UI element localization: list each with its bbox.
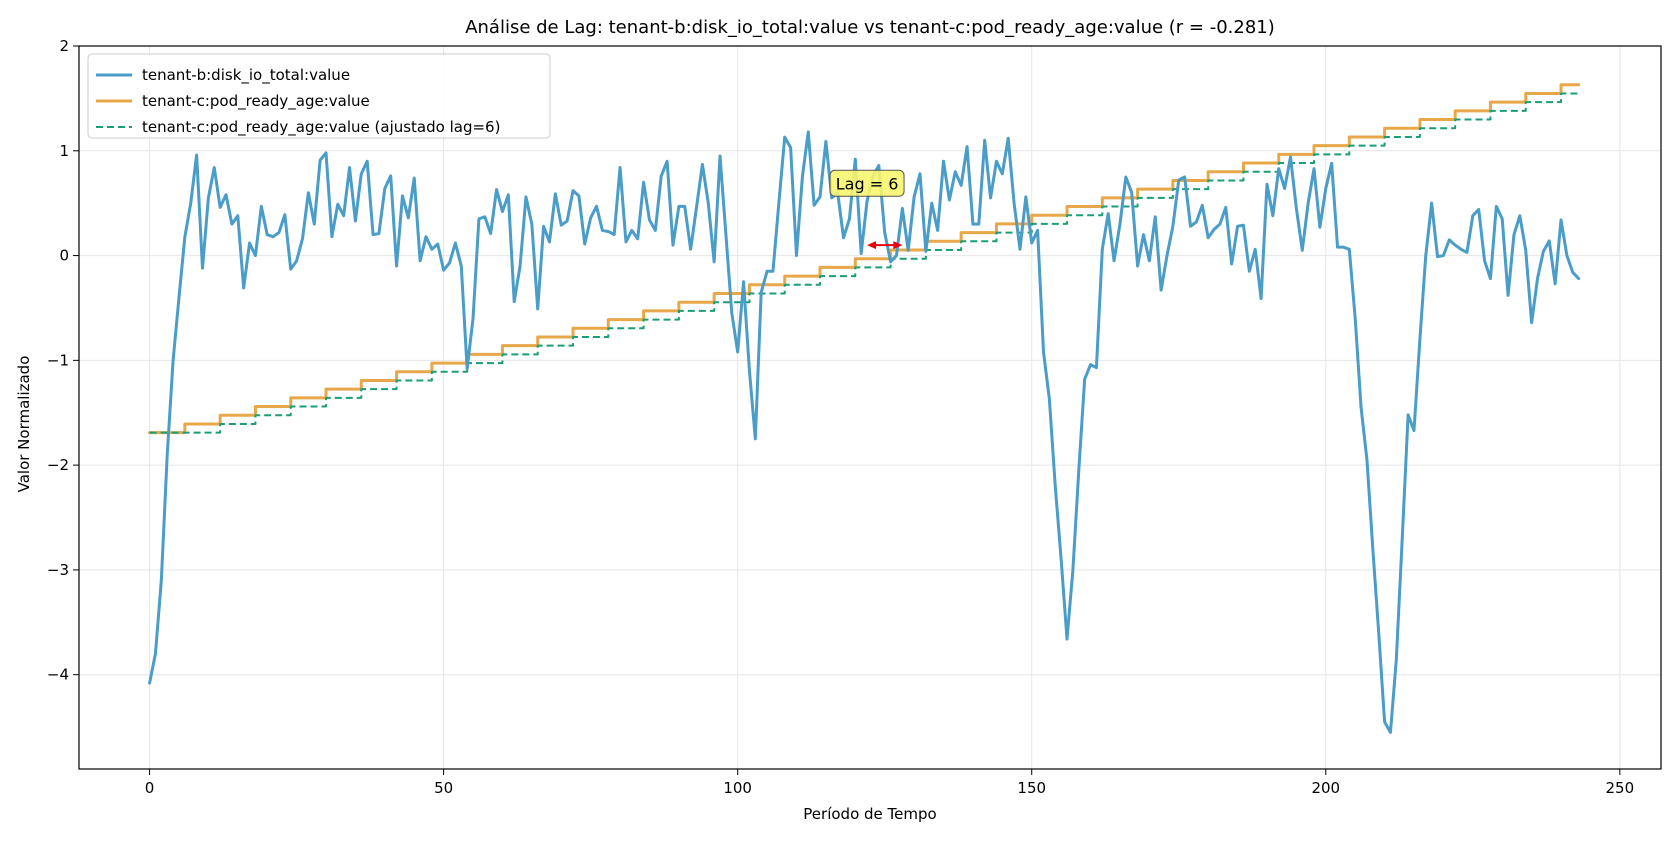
y-tick-label: −3 [47, 561, 69, 579]
x-tick-label: 150 [1017, 779, 1046, 797]
lag-label-box [829, 169, 905, 197]
x-tick-label: 50 [434, 779, 453, 797]
plot-frame [78, 45, 1662, 770]
series-line-3 [149, 92, 1579, 434]
series-line-1 [148, 130, 1581, 734]
y-tick-label: −1 [47, 351, 69, 369]
lag-annotation: Lag = 6 [829, 169, 905, 250]
y-axis-label: Valor Normalizado [15, 356, 33, 493]
y-tick-label: −2 [47, 456, 69, 474]
x-axis-label: Período de Tempo [803, 805, 936, 823]
series-line-2 [148, 83, 1581, 435]
lag-arrow-head-right [893, 241, 903, 250]
x-tick-label: 250 [1606, 779, 1635, 797]
legend-box [87, 53, 551, 139]
series-group [148, 83, 1581, 734]
legend-label-2: tenant-c:pod_ready_age:value [142, 92, 370, 111]
axis-ticks: 0 50 100 150 200 250 2 1 0 −1 −2 −3 −4 [47, 37, 1634, 797]
legend-label-3: tenant-c:pod_ready_age:value (ajustado l… [142, 118, 500, 137]
chart-title: Análise de Lag: tenant-b:disk_io_total:v… [465, 17, 1275, 38]
y-tick-label: 2 [59, 37, 69, 55]
y-tick-label: −4 [47, 666, 69, 684]
x-tick-label: 200 [1311, 779, 1340, 797]
y-tick-label: 0 [59, 247, 69, 265]
lag-label: Lag = 6 [836, 174, 899, 193]
legend: tenant-b:disk_io_total:value tenant-c:pod… [87, 53, 551, 139]
legend-label-1: tenant-b:disk_io_total:value [142, 66, 350, 85]
x-tick-label: 100 [723, 779, 752, 797]
lag-arrow-head-left [867, 241, 877, 250]
x-tick-label: 0 [145, 779, 155, 797]
y-tick-label: 1 [59, 142, 69, 160]
